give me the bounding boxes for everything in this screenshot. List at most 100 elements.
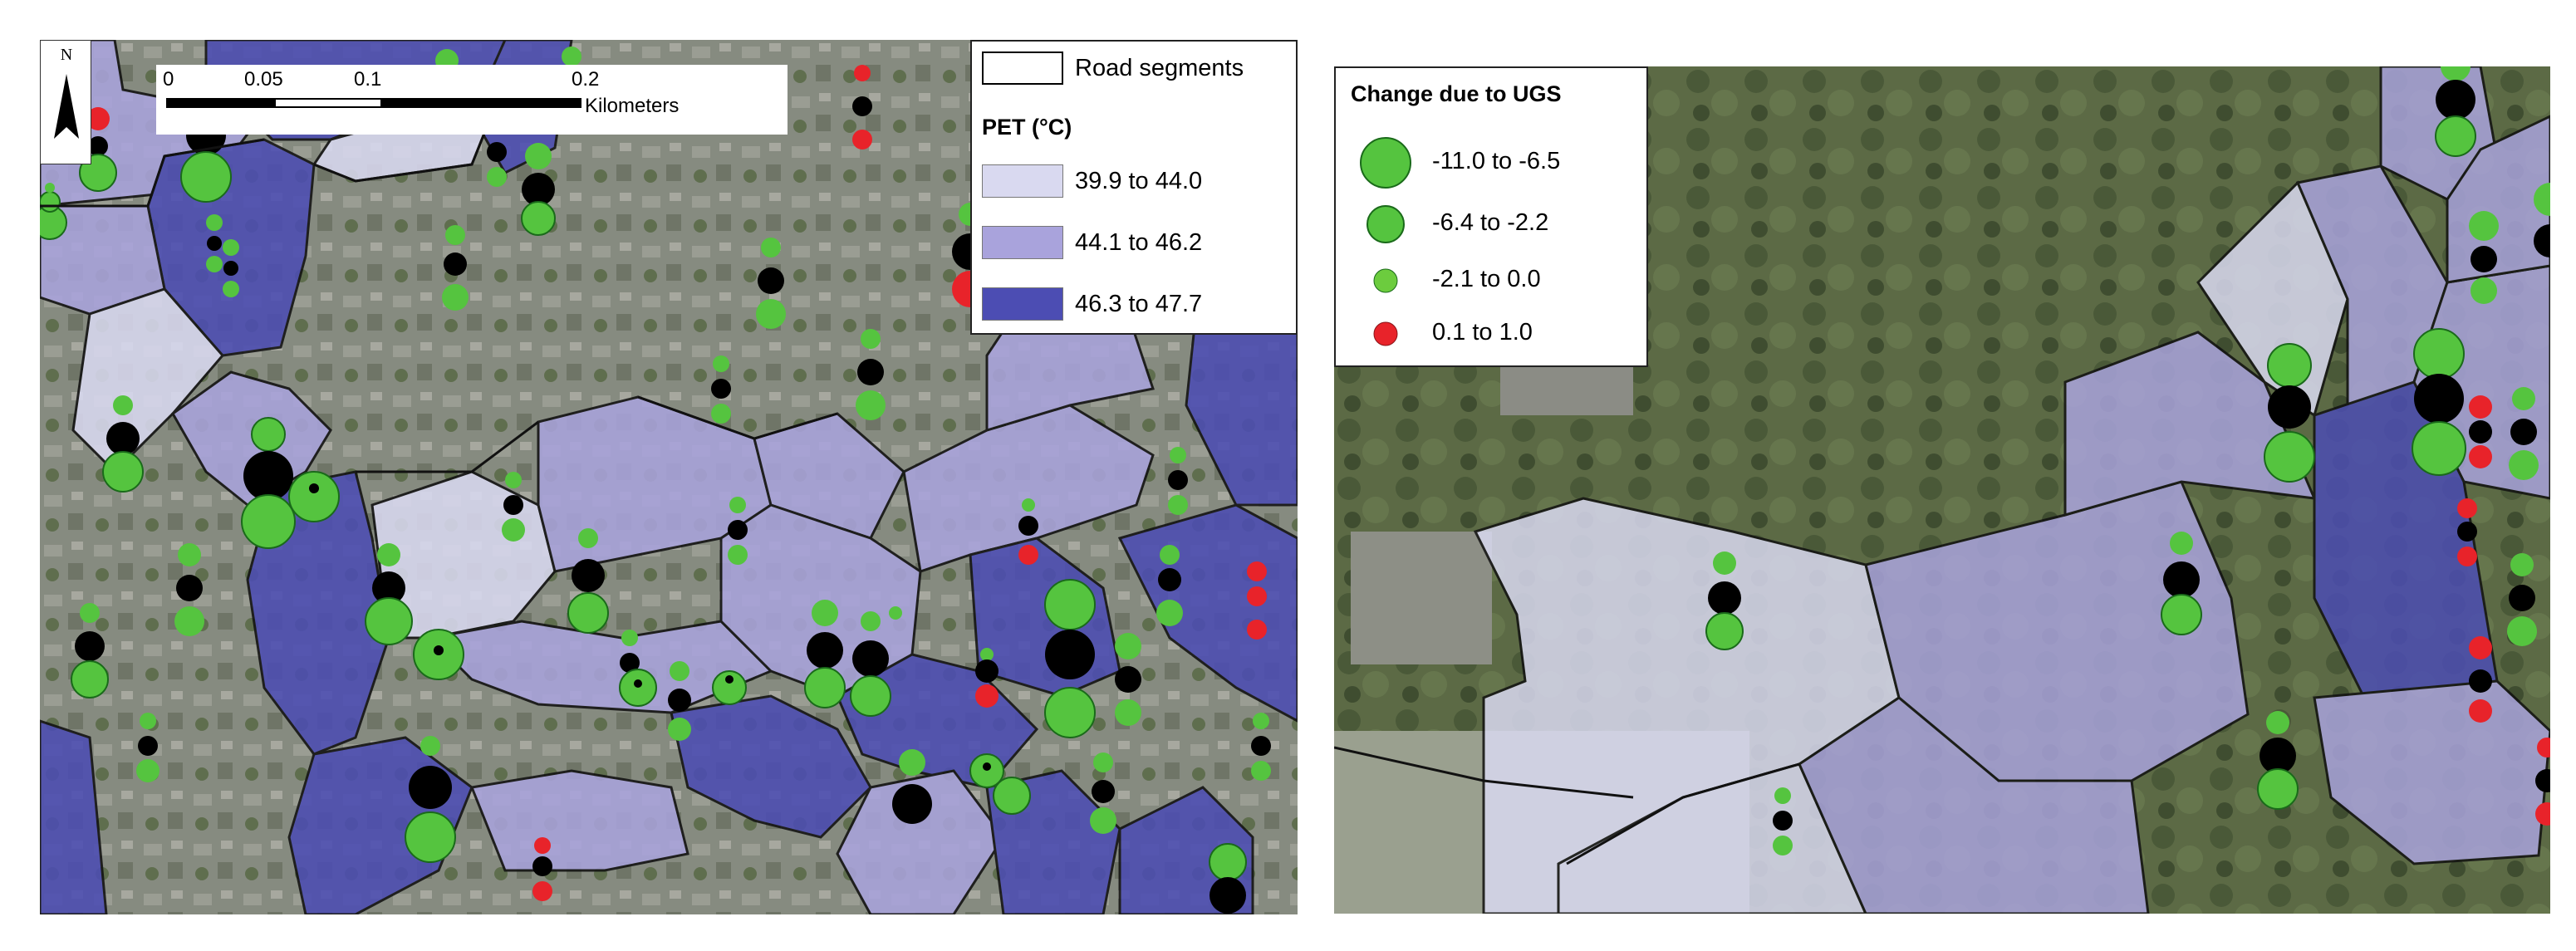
pet-label-low: 39.9 to 44.0 bbox=[1075, 168, 1203, 194]
symbol-stack bbox=[1156, 545, 1183, 626]
symbol-stack bbox=[413, 629, 464, 680]
symbol-stack bbox=[102, 395, 144, 493]
symbol-stack bbox=[1209, 843, 1247, 914]
symbol-stack bbox=[567, 528, 609, 634]
ugs-label-small: -2.1 to 0.0 bbox=[1432, 266, 1541, 292]
ugs-label-medium: -6.4 to -2.2 bbox=[1432, 209, 1549, 236]
pet-label-high: 46.3 to 47.7 bbox=[1075, 291, 1203, 317]
symbol-stack bbox=[804, 600, 846, 708]
scale-segment-2 bbox=[274, 98, 382, 108]
symbol-stack bbox=[71, 603, 109, 699]
pet-zone bbox=[670, 694, 872, 839]
symbol-stack bbox=[711, 355, 731, 424]
symbol-stack bbox=[2534, 183, 2550, 257]
symbol-stack bbox=[2412, 328, 2466, 476]
ugs-legend-title: Change due to UGS bbox=[1351, 81, 1562, 106]
pet-zone bbox=[1798, 696, 2150, 914]
road-segment-label: Road segments bbox=[1075, 55, 1244, 81]
left-map-panel: N 0 0.05 0.1 0.2 Kilometers Road segment… bbox=[40, 40, 1298, 914]
scale-bar: 0 0.05 0.1 0.2 Kilometers bbox=[156, 65, 788, 135]
ugs-symbol-medium bbox=[1367, 205, 1405, 243]
symbol-stack bbox=[2469, 636, 2492, 723]
pet-zone bbox=[2446, 115, 2550, 284]
ugs-symbol-small bbox=[1373, 268, 1398, 293]
road-segment-swatch bbox=[982, 51, 1063, 85]
symbol-stack bbox=[892, 749, 932, 824]
scale-tick-3: 0.2 bbox=[572, 68, 600, 91]
ugs-label-positive: 0.1 to 1.0 bbox=[1432, 319, 1533, 346]
symbol-stack bbox=[2509, 387, 2539, 480]
ugs-change-legend: Change due to UGS -11.0 to -6.5 -6.4 to … bbox=[1334, 66, 1648, 367]
symbol-stack bbox=[2469, 395, 2492, 468]
pet-zone bbox=[836, 769, 1005, 914]
symbol-stack bbox=[2457, 498, 2477, 566]
symbol-stack bbox=[532, 837, 552, 901]
symbol-stack bbox=[2469, 211, 2499, 304]
symbol-stack bbox=[668, 661, 691, 741]
symbol-stack bbox=[405, 736, 456, 863]
symbol-stacks-left bbox=[40, 47, 1271, 914]
pet-zone bbox=[2313, 679, 2550, 865]
symbol-stack bbox=[2535, 738, 2550, 826]
symbol-stack bbox=[206, 214, 223, 272]
symbol-stack bbox=[1247, 561, 1267, 640]
symbol-stack bbox=[728, 497, 748, 565]
symbol-stack bbox=[1773, 787, 1793, 855]
building-cluster bbox=[1351, 532, 1492, 664]
scale-tick-2: 0.1 bbox=[354, 68, 382, 91]
pet-swatch-mid bbox=[982, 226, 1063, 259]
pet-swatch-low bbox=[982, 164, 1063, 198]
symbol-stack bbox=[2264, 343, 2315, 483]
symbol-stack bbox=[2161, 532, 2202, 635]
symbol-stack bbox=[442, 225, 469, 311]
symbol-stack bbox=[1251, 713, 1271, 781]
symbol-stack bbox=[562, 47, 581, 66]
pet-label-mid: 44.1 to 46.2 bbox=[1075, 229, 1203, 256]
ugs-symbol-positive bbox=[1373, 321, 1398, 346]
pet-legend-title: PET (°C) bbox=[982, 115, 1072, 140]
symbol-stack bbox=[521, 143, 556, 236]
symbol-stack bbox=[856, 329, 886, 420]
ugs-symbol-large bbox=[1360, 137, 1411, 189]
right-map-panel: Change due to UGS -11.0 to -6.5 -6.4 to … bbox=[1334, 66, 2550, 914]
pet-zone bbox=[40, 719, 108, 914]
symbol-stack bbox=[619, 669, 657, 707]
symbol-stack bbox=[1018, 498, 1038, 565]
symbol-stacks-right bbox=[1705, 66, 2550, 855]
symbol-stack bbox=[365, 543, 413, 645]
scale-segment-3 bbox=[382, 98, 581, 108]
north-arrow: N bbox=[40, 40, 91, 164]
symbol-stack bbox=[502, 472, 525, 542]
symbol-stack bbox=[241, 417, 296, 549]
scale-segment-1 bbox=[166, 98, 274, 108]
road-segments-left bbox=[40, 122, 838, 473]
symbol-stack bbox=[969, 753, 1004, 788]
ugs-legend-symbols bbox=[1360, 137, 1411, 346]
pet-legend: Road segments PET (°C) 39.9 to 44.0 44.1… bbox=[970, 40, 1298, 335]
ugs-label-large: -11.0 to -6.5 bbox=[1432, 148, 1561, 174]
symbol-stack bbox=[1168, 447, 1188, 515]
symbol-stack bbox=[1115, 633, 1141, 726]
symbol-stack bbox=[2435, 66, 2476, 157]
pet-zone bbox=[469, 769, 689, 872]
road-segments-right bbox=[1334, 746, 1800, 865]
symbol-stack bbox=[889, 606, 902, 620]
symbol-stack bbox=[2507, 553, 2537, 646]
symbol-stack bbox=[2257, 711, 2299, 810]
symbol-stack bbox=[223, 239, 239, 297]
scale-tick-0: 0 bbox=[163, 68, 174, 91]
symbol-stack bbox=[993, 777, 1031, 815]
north-label: N bbox=[60, 46, 73, 64]
symbol-stack bbox=[712, 670, 747, 705]
symbol-stack bbox=[975, 648, 999, 708]
symbol-stack bbox=[850, 611, 891, 717]
north-arrow-icon bbox=[54, 74, 79, 139]
symbol-stack bbox=[1705, 551, 1744, 650]
symbol-stack bbox=[1090, 752, 1116, 834]
scale-tick-1: 0.05 bbox=[244, 68, 283, 91]
scale-unit: Kilometers bbox=[585, 95, 680, 117]
symbol-stack bbox=[136, 713, 159, 782]
symbol-stack bbox=[174, 543, 204, 636]
symbol-stack bbox=[1044, 579, 1096, 738]
symbol-stack bbox=[852, 65, 872, 150]
